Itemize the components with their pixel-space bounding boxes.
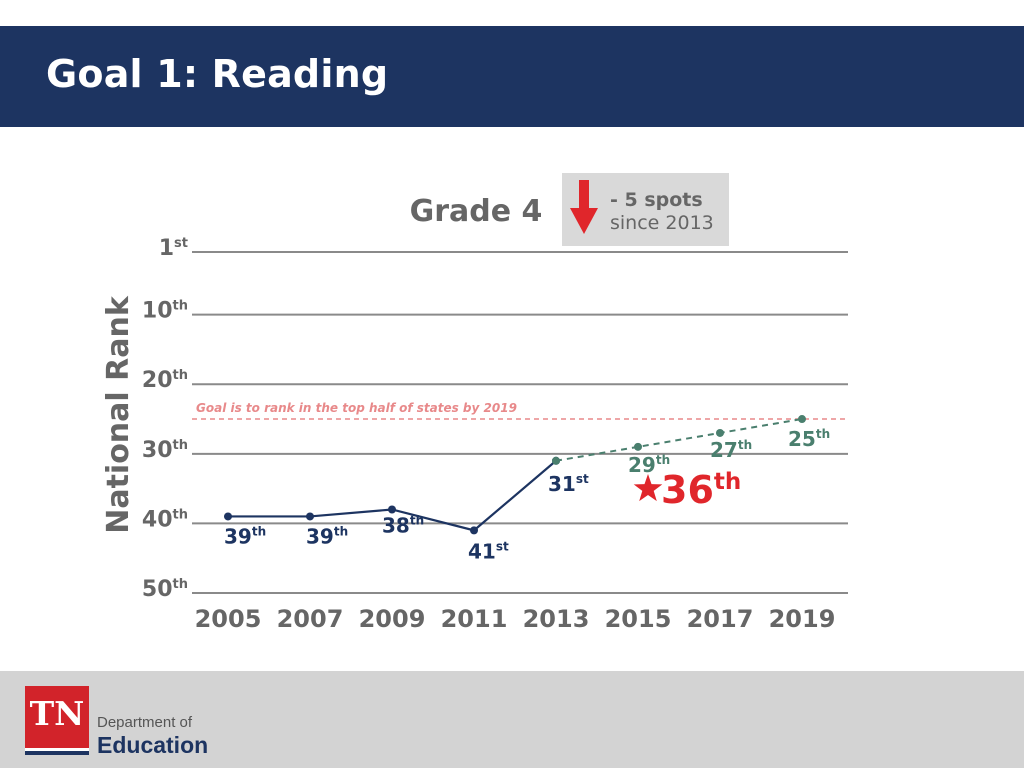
data-point: [634, 442, 642, 451]
logo-text: TN: [29, 694, 85, 733]
x-tick-label: 2011: [441, 605, 508, 633]
title-bar: [0, 26, 1024, 127]
y-tick-label: 1st: [159, 236, 188, 261]
data-label: 41st: [468, 539, 509, 563]
data-point: [224, 512, 232, 521]
y-tick-label: 10th: [142, 299, 188, 324]
chart-title: Grade 4: [410, 194, 543, 229]
series-line: [555, 418, 803, 462]
y-tick-label: 30th: [142, 438, 188, 463]
data-point: [388, 505, 396, 514]
slide-title: Goal 1: Reading: [46, 52, 389, 96]
department-line1: Department of: [97, 714, 193, 731]
y-tick-label: 50th: [142, 577, 188, 602]
goal-line-label: Goal is to rank in the top half of state…: [196, 401, 517, 415]
callout-line1: - 5 spots: [610, 189, 703, 211]
logo-stripe: [25, 748, 89, 751]
y-axis-label: National Rank: [101, 295, 136, 534]
highlight-rank-label: 36th: [661, 468, 741, 512]
star-icon: [633, 474, 663, 502]
callout-line2: since 2013: [610, 212, 714, 234]
data-point: [798, 415, 806, 424]
x-tick-label: 2005: [195, 605, 262, 633]
data-point: [552, 456, 560, 465]
data-point: [306, 512, 314, 521]
x-tick-label: 2013: [523, 605, 590, 633]
down-arrow-icon: [570, 208, 598, 234]
x-tick-label: 2017: [687, 605, 754, 633]
data-point: [470, 526, 478, 535]
rank-line-chart: 1st 10th 20th 30th 40th 50th National Rank 2005…: [101, 173, 848, 633]
x-tick-label: 2015: [605, 605, 672, 633]
data-point: [716, 428, 724, 437]
data-label: 29th: [628, 453, 670, 477]
data-label: 25th: [788, 427, 830, 451]
data-label: 31st: [548, 472, 589, 496]
data-label: 39th: [306, 524, 348, 548]
data-label: 39th: [224, 524, 266, 548]
down-arrow-icon: [579, 180, 589, 210]
logo-stripe: [25, 751, 89, 755]
y-tick-label: 20th: [142, 368, 188, 393]
y-tick-label: 40th: [142, 507, 188, 532]
tn-logo: TN: [25, 686, 89, 750]
data-label: 38th: [382, 513, 424, 537]
x-tick-label: 2019: [769, 605, 836, 633]
x-tick-label: 2009: [359, 605, 426, 633]
x-tick-label: 2007: [277, 605, 344, 633]
footer-bar: [0, 671, 1024, 768]
department-line2: Education: [97, 732, 209, 758]
data-label: 27th: [710, 438, 752, 462]
